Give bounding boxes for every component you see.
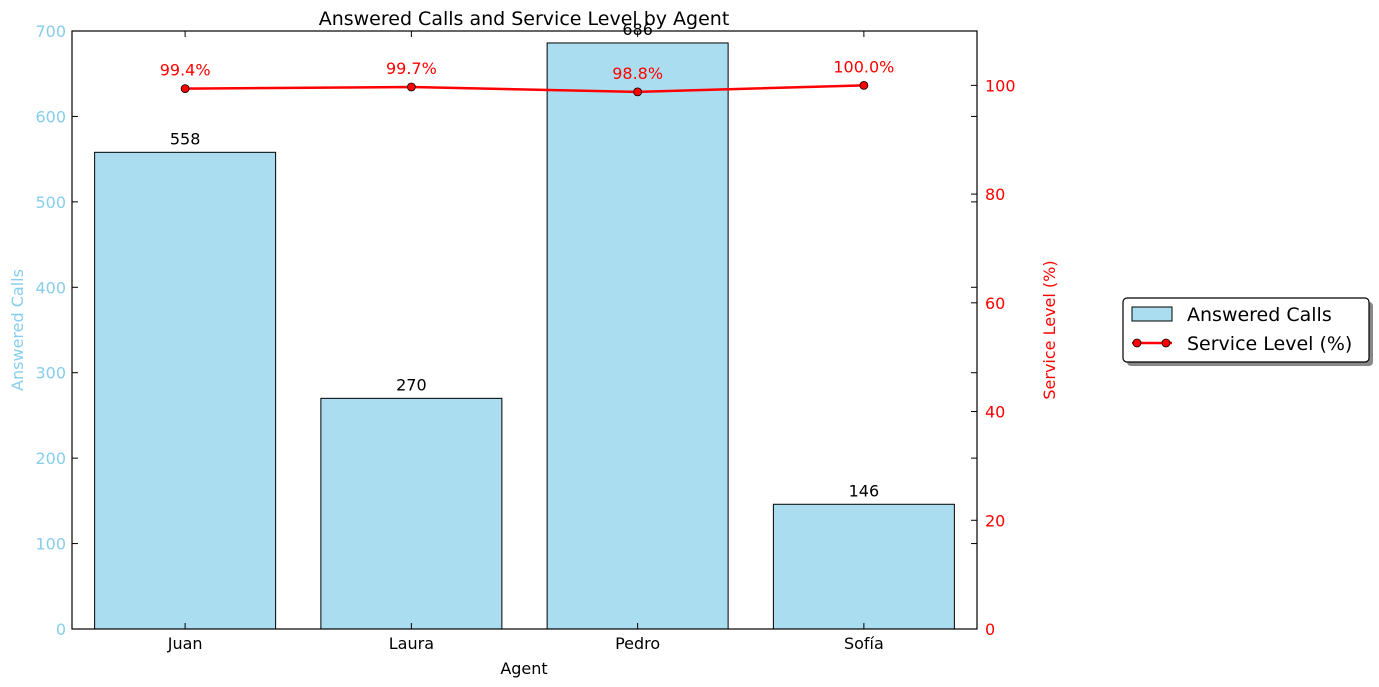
x-tick-label: Laura: [389, 634, 434, 653]
legend-swatch-marker: [1161, 338, 1171, 348]
x-tick-label: Pedro: [615, 634, 660, 653]
plot-frame: [71, 30, 978, 630]
legend-swatch-marker: [1132, 338, 1142, 348]
line-layer: 99.4% 99.7% 98.8% 100.0%: [160, 57, 894, 97]
right-tick-label: 60: [985, 294, 1005, 313]
service-level-label: 99.7%: [386, 59, 437, 78]
chart-title: Answered Calls and Service Level by Agen…: [319, 8, 730, 30]
bar: [320, 397, 503, 630]
left-tick-label: 400: [35, 278, 66, 297]
x-axis: Juan Laura Pedro Sofía: [167, 31, 884, 653]
bar-value-label: 146: [849, 481, 880, 500]
bars-layer: 558 270 686 146: [94, 20, 955, 630]
right-axis-label: Service Level (%): [1040, 260, 1059, 399]
bar-value-label: 270: [396, 375, 427, 394]
left-tick-label: 200: [35, 449, 66, 468]
service-level-label: 98.8%: [612, 64, 663, 83]
left-tick-label: 500: [35, 193, 66, 212]
service-level-point: [859, 80, 869, 90]
legend: Answered Calls Service Level (%): [1122, 297, 1373, 366]
service-level-line: [185, 84, 864, 94]
left-tick-label: 100: [35, 535, 66, 554]
left-tick-label: 0: [56, 620, 66, 639]
bar-value-label: 558: [170, 129, 201, 148]
service-level-point: [633, 87, 643, 97]
bar: [94, 151, 277, 630]
bar: [546, 42, 729, 630]
service-level-point: [180, 84, 190, 94]
legend-swatch-bar: [1131, 306, 1173, 322]
left-tick-label: 600: [35, 107, 66, 126]
legend-box: [1122, 297, 1370, 363]
service-level-point: [406, 82, 416, 92]
bar-value-label: 686: [622, 20, 653, 39]
right-tick-label: 40: [985, 403, 1005, 422]
left-tick-label: 700: [35, 22, 66, 41]
service-level-label: 99.4%: [160, 61, 211, 80]
legend-entry-answered-calls: Answered Calls: [1187, 304, 1332, 326]
right-tick-label: 0: [985, 620, 995, 639]
right-tick-label: 20: [985, 511, 1005, 530]
left-axis-label: Answered Calls: [8, 269, 27, 391]
right-tick-label: 100: [985, 76, 1016, 95]
x-tick-label: Sofía: [844, 634, 884, 653]
right-axis: 0 20 40 60 80 100: [971, 76, 1016, 639]
service-level-label: 100.0%: [833, 57, 894, 76]
left-axis: 0 100 200 300 400 500 600 700: [35, 22, 977, 639]
x-tick-label: Juan: [167, 634, 203, 653]
bar: [772, 503, 955, 630]
right-tick-label: 80: [985, 185, 1005, 204]
x-axis-label: Agent: [500, 659, 547, 678]
legend-entry-service-level: Service Level (%): [1187, 333, 1352, 355]
left-tick-label: 300: [35, 364, 66, 383]
